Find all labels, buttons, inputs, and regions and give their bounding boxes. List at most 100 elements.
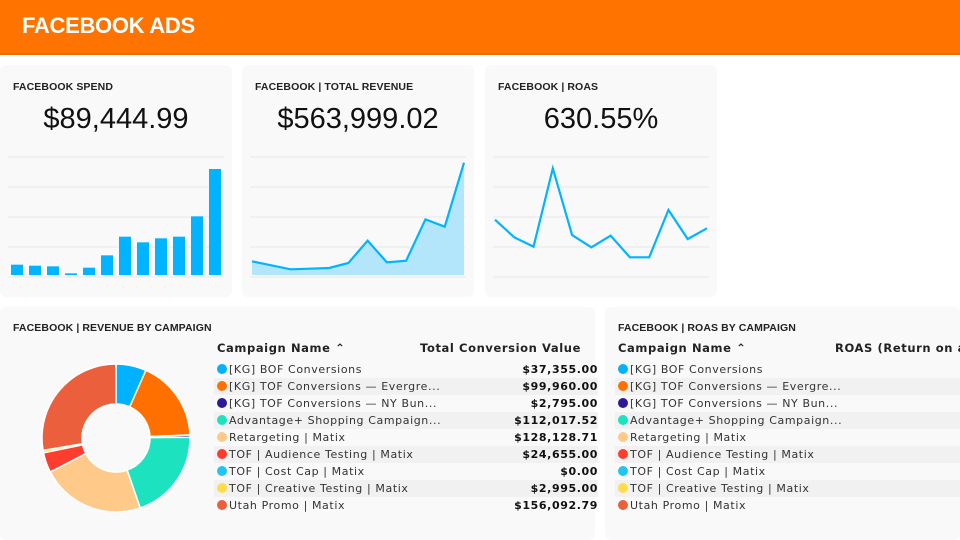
legend-dot-icon bbox=[618, 432, 628, 442]
table-row[interactable]: TOF | Creative Testing | Matix $2,995.00 bbox=[214, 480, 598, 497]
series-line bbox=[251, 162, 466, 271]
card-title: FACEBOOK SPEND bbox=[13, 81, 113, 93]
conversion-value: $112,017.52 bbox=[514, 414, 598, 427]
campaign-name: Advantage+ Shopping Campaign... bbox=[630, 414, 843, 427]
card-title: FACEBOOK | ROAS bbox=[498, 81, 599, 93]
campaign-name: [KG] TOF Conversions — NY Bun... bbox=[229, 397, 438, 410]
table-row[interactable]: TOF | Cost Cap | Matix bbox=[615, 463, 960, 480]
campaign-name: TOF | Cost Cap | Matix bbox=[630, 465, 766, 478]
conversion-value: $24,655.00 bbox=[522, 448, 598, 461]
spend-bar bbox=[83, 267, 95, 275]
table-row[interactable]: TOF | Audience Testing | Matix $24,655.00 bbox=[214, 446, 598, 463]
table-row[interactable]: [KG] TOF Conversions — Evergre... bbox=[615, 378, 960, 395]
table-row[interactable]: Utah Promo | Matix bbox=[615, 497, 960, 514]
table-row[interactable]: Advantage+ Shopping Campaign... $112,017.… bbox=[214, 412, 598, 429]
campaign-name: Retargeting | Matix bbox=[630, 431, 747, 444]
spend-bar-chart bbox=[8, 156, 224, 278]
page-title: FACEBOOK ADS bbox=[22, 13, 195, 38]
campaign-name: Utah Promo | Matix bbox=[630, 499, 747, 512]
table-row[interactable]: Retargeting | Matix $128,128.71 bbox=[214, 429, 598, 446]
table-row[interactable]: TOF | Creative Testing | Matix bbox=[615, 480, 960, 497]
column-header-roas[interactable]: ROAS (Return on ad bbox=[835, 341, 960, 355]
legend-dot-icon bbox=[618, 381, 628, 391]
campaign-name: TOF | Audience Testing | Matix bbox=[229, 448, 414, 461]
spend-bar bbox=[29, 265, 41, 275]
kpi-card-roas: FACEBOOK | ROAS 630.55% bbox=[485, 65, 717, 297]
campaign-name: [KG] TOF Conversions — Evergre... bbox=[229, 380, 441, 393]
legend-dot-icon bbox=[217, 483, 227, 493]
kpi-value: 630.55% bbox=[543, 103, 659, 135]
campaign-name: [KG] BOF Conversions bbox=[630, 363, 764, 376]
legend-dot-icon bbox=[217, 500, 227, 510]
spend-bar bbox=[119, 236, 131, 275]
legend-dot-icon bbox=[217, 381, 227, 391]
campaign-name: TOF | Audience Testing | Matix bbox=[630, 448, 815, 461]
conversion-value: $99,960.00 bbox=[522, 380, 598, 393]
column-header-total-conversion-value[interactable]: Total Conversion Value bbox=[420, 341, 581, 355]
campaign-name: TOF | Cost Cap | Matix bbox=[229, 465, 365, 478]
spend-bar bbox=[65, 273, 77, 275]
legend-dot-icon bbox=[217, 398, 227, 408]
page-header: FACEBOOK ADS bbox=[0, 0, 960, 55]
column-header-campaign-name[interactable]: Campaign Name ⌃ bbox=[618, 341, 746, 355]
revenue-area-chart bbox=[250, 156, 466, 278]
conversion-value: $156,092.79 bbox=[514, 499, 598, 512]
table-row[interactable]: [KG] TOF Conversions — NY Bun... bbox=[615, 395, 960, 412]
spend-bar bbox=[47, 266, 59, 275]
legend-dot-icon bbox=[217, 449, 227, 459]
campaign-name: TOF | Creative Testing | Matix bbox=[229, 482, 409, 495]
series-line bbox=[494, 164, 708, 259]
table-row[interactable]: [KG] TOF Conversions — NY Bun... $2,795.0… bbox=[214, 395, 598, 412]
legend-dot-icon bbox=[618, 415, 628, 425]
revenue-by-campaign-card: FACEBOOK | REVENUE BY CAMPAIGN Campaign … bbox=[0, 307, 598, 540]
column-label: Campaign Name bbox=[618, 341, 732, 355]
spend-bar bbox=[11, 264, 23, 275]
legend-dot-icon bbox=[217, 415, 227, 425]
spend-bar bbox=[191, 216, 203, 275]
legend-dot-icon bbox=[618, 466, 628, 476]
table-row[interactable]: Utah Promo | Matix $156,092.79 bbox=[214, 497, 598, 514]
table-row[interactable]: TOF | Audience Testing | Matix bbox=[615, 446, 960, 463]
legend-dot-icon bbox=[618, 483, 628, 493]
legend-dot-icon bbox=[618, 398, 628, 408]
table-row[interactable]: Retargeting | Matix bbox=[615, 429, 960, 446]
spend-bar bbox=[101, 255, 113, 275]
legend-dot-icon bbox=[618, 500, 628, 510]
campaign-name: TOF | Creative Testing | Matix bbox=[630, 482, 810, 495]
kpi-value: $89,444.99 bbox=[43, 103, 189, 135]
roas-line-chart bbox=[493, 156, 709, 278]
revenue-donut-chart bbox=[41, 363, 191, 513]
kpi-card-spend: FACEBOOK SPEND $89,444.99 bbox=[0, 65, 232, 297]
table-row[interactable]: Advantage+ Shopping Campaign... bbox=[615, 412, 960, 429]
card-title: FACEBOOK | TOTAL REVENUE bbox=[255, 81, 414, 93]
conversion-value: $2,795.00 bbox=[530, 397, 598, 410]
campaign-name: [KG] BOF Conversions bbox=[229, 363, 363, 376]
legend-dot-icon bbox=[217, 364, 227, 374]
chevron-up-icon: ⌃ bbox=[736, 341, 747, 355]
legend-dot-icon bbox=[217, 432, 227, 442]
table-row[interactable]: TOF | Cost Cap | Matix $0.00 bbox=[214, 463, 598, 480]
table-row[interactable]: [KG] BOF Conversions $37,355.00 bbox=[214, 361, 598, 378]
column-label: Campaign Name bbox=[217, 341, 331, 355]
legend-dot-icon bbox=[217, 466, 227, 476]
chevron-up-icon: ⌃ bbox=[335, 341, 346, 355]
card-title: FACEBOOK | REVENUE BY CAMPAIGN bbox=[13, 322, 212, 334]
campaign-name: [KG] TOF Conversions — Evergre... bbox=[630, 380, 842, 393]
roas-table: Campaign Name ⌃ ROAS (Return on ad [KG] … bbox=[615, 341, 960, 521]
donut-slice bbox=[49, 452, 142, 513]
campaign-name: Retargeting | Matix bbox=[229, 431, 346, 444]
spend-bar bbox=[155, 238, 167, 275]
spend-bar bbox=[209, 169, 221, 275]
table-row[interactable]: [KG] TOF Conversions — Evergre... $99,960… bbox=[214, 378, 598, 395]
conversion-value: $37,355.00 bbox=[522, 363, 598, 376]
conversion-value: $0.00 bbox=[560, 465, 598, 478]
legend-dot-icon bbox=[618, 449, 628, 459]
card-title: FACEBOOK | ROAS BY CAMPAIGN bbox=[618, 322, 796, 334]
revenue-area bbox=[252, 162, 464, 275]
table-row[interactable]: [KG] BOF Conversions bbox=[615, 361, 960, 378]
legend-dot-icon bbox=[618, 364, 628, 374]
kpi-card-revenue: FACEBOOK | TOTAL REVENUE $563,999.02 bbox=[242, 65, 474, 297]
column-header-campaign-name[interactable]: Campaign Name ⌃ bbox=[217, 341, 345, 355]
spend-bar bbox=[173, 236, 185, 275]
campaign-name: Utah Promo | Matix bbox=[229, 499, 346, 512]
